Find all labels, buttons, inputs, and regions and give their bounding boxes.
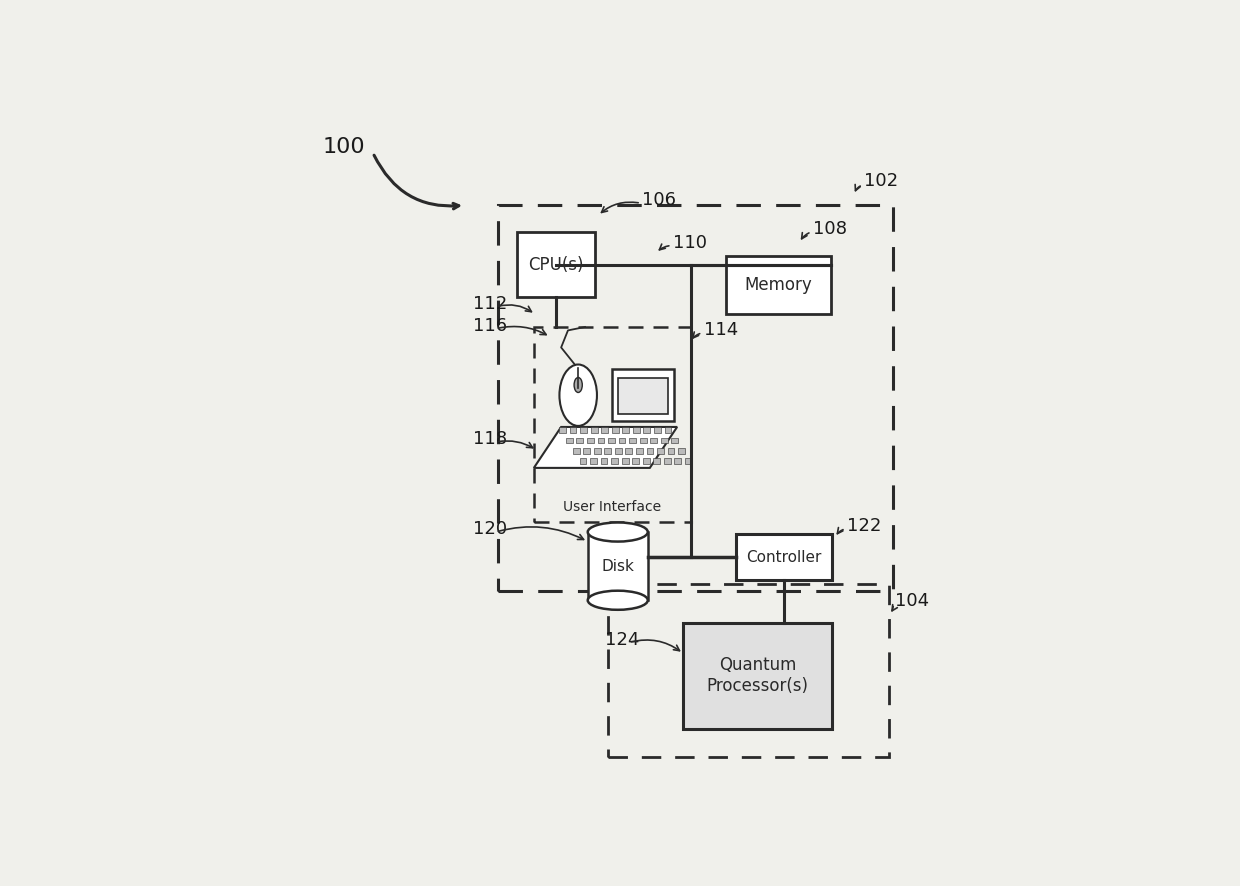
Ellipse shape	[588, 523, 647, 541]
Bar	[573, 448, 579, 454]
Ellipse shape	[559, 364, 596, 426]
Bar	[590, 427, 598, 433]
Bar	[598, 438, 604, 443]
Text: 118: 118	[474, 431, 507, 448]
Bar	[580, 427, 587, 433]
Bar	[601, 427, 608, 433]
Bar	[517, 232, 594, 298]
Bar	[587, 438, 594, 443]
Text: 102: 102	[864, 173, 898, 190]
Bar	[636, 448, 642, 454]
Bar	[632, 458, 639, 463]
Bar	[579, 458, 587, 463]
Bar	[632, 427, 640, 433]
Bar	[611, 458, 618, 463]
Bar	[594, 448, 600, 454]
Bar	[667, 448, 675, 454]
Ellipse shape	[588, 591, 647, 610]
Bar	[565, 438, 573, 443]
Bar	[644, 427, 650, 433]
Bar	[675, 458, 681, 463]
Bar	[569, 427, 577, 433]
Bar	[618, 377, 668, 414]
Bar	[613, 369, 673, 421]
Bar	[665, 427, 671, 433]
Bar	[642, 458, 650, 463]
Text: Disk: Disk	[601, 559, 634, 573]
Bar	[588, 532, 647, 600]
Bar	[625, 448, 632, 454]
Bar	[621, 458, 629, 463]
Bar	[678, 448, 684, 454]
Bar	[653, 427, 661, 433]
Bar	[661, 438, 667, 443]
Text: 100: 100	[324, 137, 366, 157]
Bar	[727, 256, 831, 315]
Bar	[683, 623, 832, 728]
Bar	[600, 458, 608, 463]
Bar	[590, 458, 596, 463]
Text: 120: 120	[474, 520, 507, 539]
Bar	[684, 458, 692, 463]
Bar	[622, 427, 629, 433]
Ellipse shape	[574, 377, 583, 392]
Text: 110: 110	[673, 234, 707, 252]
Text: 122: 122	[847, 517, 882, 535]
Bar	[577, 438, 583, 443]
Text: 116: 116	[474, 317, 507, 335]
Bar	[583, 448, 590, 454]
Text: Controller: Controller	[746, 550, 822, 564]
Polygon shape	[534, 427, 677, 468]
Text: 104: 104	[895, 592, 929, 610]
Text: User Interface: User Interface	[563, 501, 661, 514]
Bar	[663, 458, 671, 463]
Bar	[629, 438, 636, 443]
Bar	[650, 438, 657, 443]
Text: CPU(s): CPU(s)	[528, 255, 584, 274]
Bar	[619, 438, 625, 443]
Bar	[611, 427, 619, 433]
Text: Memory: Memory	[744, 276, 812, 294]
Bar	[608, 438, 615, 443]
Text: 106: 106	[642, 191, 676, 209]
Bar	[671, 438, 678, 443]
Text: Quantum
Processor(s): Quantum Processor(s)	[707, 657, 808, 695]
Bar	[604, 448, 611, 454]
Bar	[559, 427, 565, 433]
Text: 124: 124	[605, 631, 639, 649]
Bar	[615, 448, 621, 454]
Bar	[737, 534, 832, 580]
Text: 114: 114	[704, 321, 738, 339]
Text: 112: 112	[474, 295, 507, 313]
Text: 108: 108	[813, 220, 847, 238]
Bar	[640, 438, 646, 443]
Bar	[653, 458, 660, 463]
Bar	[657, 448, 663, 454]
Bar	[646, 448, 653, 454]
